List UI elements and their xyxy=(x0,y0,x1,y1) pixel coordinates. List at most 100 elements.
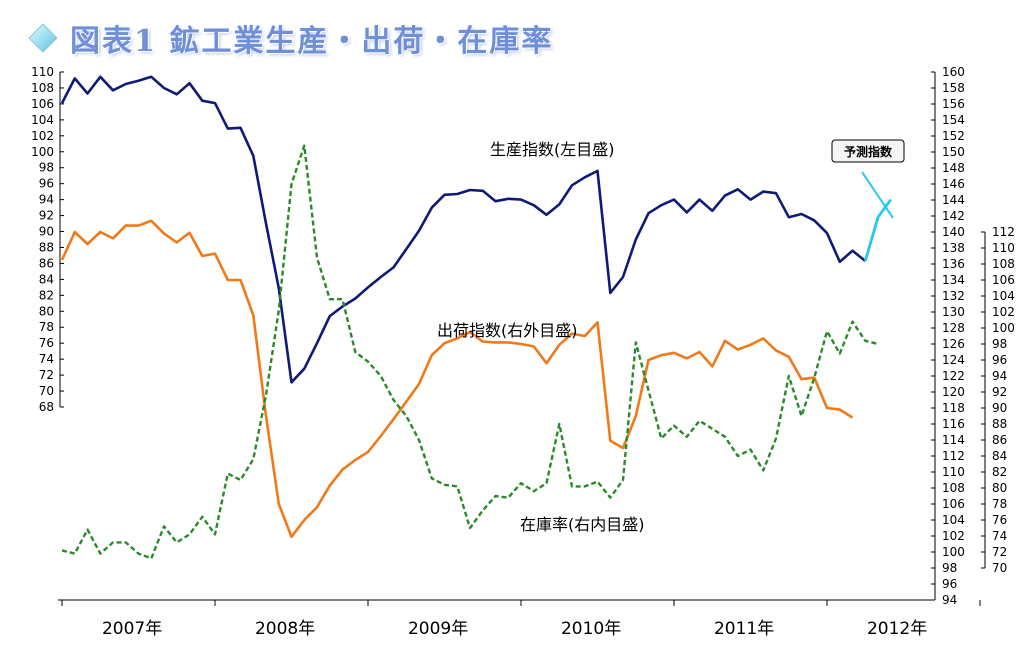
right-outer-axis-tick-label: 104 xyxy=(942,513,965,527)
right-inner-axis-tick-label: 96 xyxy=(992,353,1007,367)
right-outer-axis-tick-label: 98 xyxy=(942,561,957,575)
right-outer-axis-tick-label: 126 xyxy=(942,337,965,351)
year-label: 2009年 xyxy=(408,619,468,639)
left-axis-tick-label: 90 xyxy=(39,225,54,239)
right-outer-axis-tick-label: 120 xyxy=(942,385,965,399)
left-axis-tick-label: 108 xyxy=(31,81,54,95)
right-inner-axis-tick-label: 76 xyxy=(992,513,1007,527)
forecast-callout: 予測指数 xyxy=(831,139,905,219)
right-outer-axis-tick-label: 150 xyxy=(942,145,965,159)
right-outer-axis-tick-label: 114 xyxy=(942,433,965,447)
left-axis-tick-label: 110 xyxy=(31,65,54,79)
right-inner-axis-tick-label: 82 xyxy=(992,465,1007,479)
right-outer-axis-tick-label: 160 xyxy=(942,65,965,79)
left-axis-tick-label: 106 xyxy=(31,97,54,111)
left-axis-tick-label: 96 xyxy=(39,177,54,191)
right-outer-axis-tick-label: 136 xyxy=(942,257,965,271)
right-outer-axis-tick-label: 102 xyxy=(942,529,965,543)
right-outer-axis-tick-label: 124 xyxy=(942,353,965,367)
left-axis-tick-label: 78 xyxy=(39,320,54,334)
left-axis-tick-label: 98 xyxy=(39,161,54,175)
right-outer-axis-tick-label: 140 xyxy=(942,225,965,239)
left-axis-tick-label: 102 xyxy=(31,129,54,143)
left-axis-tick-label: 86 xyxy=(39,256,54,270)
right-outer-axis-tick-label: 132 xyxy=(942,289,965,303)
right-outer-axis-tick-label: 138 xyxy=(942,241,965,255)
production-series-label: 生産指数(左目盛) xyxy=(490,140,615,159)
right-inner-axis-tick-label: 88 xyxy=(992,417,1007,431)
shipment-series-label: 出荷指数(右外目盛) xyxy=(437,321,578,340)
forecast-line xyxy=(863,198,892,262)
right-inner-axis-tick-label: 112 xyxy=(992,225,1015,239)
chart-title-text: 図表1 鉱工業生産・出荷・在庫率 xyxy=(70,24,554,59)
shipment-line xyxy=(60,219,854,539)
left-axis-tick-label: 92 xyxy=(39,209,54,223)
right-outer-axis-tick-label: 100 xyxy=(942,545,965,559)
forecast-callout-box xyxy=(831,139,905,163)
right-outer-axis-tick-label: 96 xyxy=(942,577,957,591)
right-inner-axis-tick-label: 90 xyxy=(992,401,1007,415)
left-axis-tick-label: 72 xyxy=(39,368,54,382)
right-outer-axis-tick-label: 134 xyxy=(942,273,965,287)
right-outer-axis-tick-label: 142 xyxy=(942,209,965,223)
annotations: 生産指数(左目盛) 出荷指数(右外目盛) 在庫率(右内目盛) 予測指数 xyxy=(437,139,905,534)
right-outer-axis-tick-label: 128 xyxy=(942,321,965,335)
series-group xyxy=(60,75,892,560)
right-outer-axis-tick-label: 112 xyxy=(942,449,965,463)
right-inner-axis-tick-label: 72 xyxy=(992,545,1007,559)
left-axis-tick-label: 80 xyxy=(39,304,54,318)
right-inner-axis-tick-label: 108 xyxy=(992,257,1015,271)
diamond-icon xyxy=(28,23,58,53)
year-label: 2010年 xyxy=(561,619,621,639)
year-label: 2011年 xyxy=(714,619,774,639)
production-line xyxy=(60,75,867,384)
right-outer-axis-tick-label: 130 xyxy=(942,305,965,319)
year-label: 2008年 xyxy=(255,619,315,639)
left-axis-tick-label: 84 xyxy=(39,272,54,286)
right-inner-axis-tick-label: 86 xyxy=(992,433,1007,447)
year-label: 2007年 xyxy=(102,619,162,639)
right-outer-axis-tick-label: 94 xyxy=(942,593,957,607)
right-inner-axis-tick-label: 104 xyxy=(992,289,1015,303)
right-inner-axis-tick-label: 74 xyxy=(992,529,1007,543)
right-outer-axis-tick-label: 122 xyxy=(942,369,965,383)
left-axis-tick-label: 68 xyxy=(39,400,54,414)
year-label: 2012年 xyxy=(867,619,927,639)
right-outer-axis-tick-label: 154 xyxy=(942,113,965,127)
right-inner-axis-tick-label: 100 xyxy=(992,321,1015,335)
right-outer-axis-tick-label: 158 xyxy=(942,81,965,95)
inventory-line xyxy=(61,144,879,560)
left-axis-tick-label: 100 xyxy=(31,145,54,159)
right-outer-axis-tick-label: 110 xyxy=(942,465,965,479)
left-axis-tick-label: 82 xyxy=(39,288,54,302)
right-outer-axis-tick-label: 156 xyxy=(942,97,965,111)
right-inner-axis-tick-label: 110 xyxy=(992,241,1015,255)
left-axis-tick-label: 88 xyxy=(39,240,54,254)
right-outer-axis-tick-label: 148 xyxy=(942,161,965,175)
left-axis-tick-label: 70 xyxy=(39,384,54,398)
left-axis-tick-label: 94 xyxy=(39,193,54,207)
right-inner-axis-tick-label: 94 xyxy=(992,369,1007,383)
right-outer-axis-tick-label: 108 xyxy=(942,481,965,495)
right-inner-axis-tick-label: 80 xyxy=(992,481,1007,495)
right-outer-axis-tick-label: 118 xyxy=(942,401,965,415)
right-inner-axis-tick-label: 98 xyxy=(992,337,1007,351)
right-inner-axis-tick-label: 70 xyxy=(992,561,1007,575)
right-inner-axis-tick-label: 92 xyxy=(992,385,1007,399)
right-outer-axis-tick-label: 144 xyxy=(942,193,965,207)
left-axis-tick-label: 76 xyxy=(39,336,54,350)
right-outer-axis-tick-label: 146 xyxy=(942,177,965,191)
right-inner-axis-tick-label: 84 xyxy=(992,449,1007,463)
chart-title: 図表1 鉱工業生産・出荷・在庫率 xyxy=(28,16,553,60)
left-axis-tick-label: 74 xyxy=(39,352,54,366)
axes: 1101081061041021009896949290888684828078… xyxy=(31,65,1015,639)
left-axis-tick-label: 104 xyxy=(31,113,54,127)
right-inner-axis-tick-label: 106 xyxy=(992,273,1015,287)
right-outer-axis-tick-label: 116 xyxy=(942,417,965,431)
forecast-callout-label: 予測指数 xyxy=(844,144,893,159)
right-inner-axis-tick-label: 78 xyxy=(992,497,1007,511)
inventory-series-label: 在庫率(右内目盛) xyxy=(520,515,645,534)
right-outer-axis-tick-label: 152 xyxy=(942,129,965,143)
forecast-callout-arrow xyxy=(861,171,894,219)
